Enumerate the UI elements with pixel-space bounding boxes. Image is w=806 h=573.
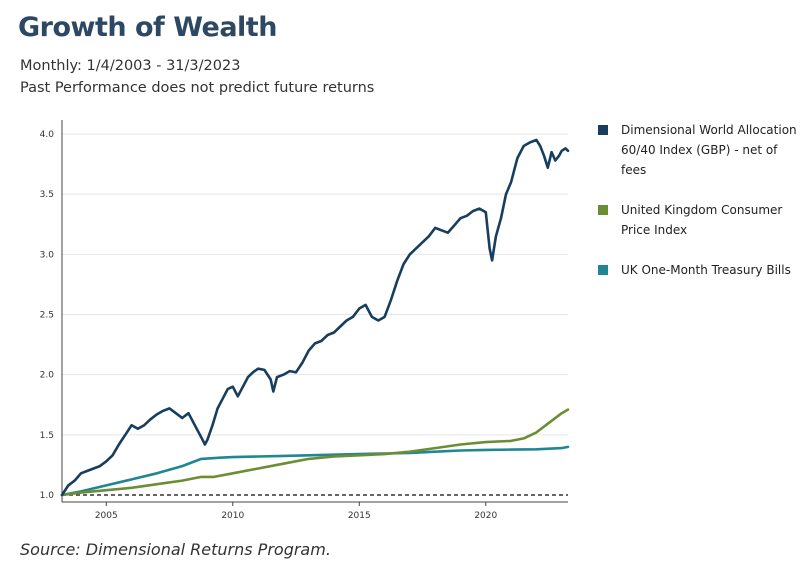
y-tick-label: 3.0 (40, 250, 55, 260)
series-line-uk-cpi (60, 408, 570, 497)
legend-swatch-uk-tbills (598, 265, 608, 275)
y-tick-label: 1.0 (40, 491, 55, 501)
legend-label-uk-tbills: UK One-Month Treasury Bills (621, 263, 791, 277)
y-tick-label: 1.5 (40, 431, 54, 441)
legend-item-uk-tbills: UK One-Month Treasury Bills (598, 260, 803, 280)
x-tick-label: 2005 (95, 511, 118, 521)
y-tick-label: 2.0 (40, 371, 55, 381)
chart-legend: Dimensional World Allocation 60/40 Index… (598, 120, 803, 300)
x-tick-label: 2010 (221, 511, 244, 521)
legend-item-uk-cpi: United Kingdom Consumer Price Index (598, 200, 803, 240)
x-tick-label: 2015 (348, 511, 371, 521)
chart-subtitle: Monthly: 1/4/2003 - 31/3/2023 Past Perfo… (20, 55, 374, 99)
subtitle-disclaimer: Past Performance does not predict future… (20, 80, 375, 96)
source-note: Source: Dimensional Returns Program. (20, 540, 331, 559)
legend-swatch-world-allocation (598, 125, 608, 135)
legend-swatch-uk-cpi (598, 205, 608, 215)
legend-label-uk-cpi: United Kingdom Consumer Price Index (621, 203, 783, 237)
chart-title: Growth of Wealth (18, 12, 277, 43)
y-tick-label: 2.5 (40, 311, 54, 321)
y-tick-label: 3.5 (40, 190, 54, 200)
series-line-uk-tbills (60, 445, 570, 497)
y-tick-label: 4.0 (40, 130, 55, 140)
x-tick-label: 2020 (474, 511, 497, 521)
subtitle-date-range: Monthly: 1/4/2003 - 31/3/2023 (20, 58, 241, 74)
legend-label-world-allocation: Dimensional World Allocation 60/40 Index… (621, 123, 797, 177)
legend-item-world-allocation: Dimensional World Allocation 60/40 Index… (598, 120, 803, 180)
series-line-world-allocation (60, 138, 570, 497)
